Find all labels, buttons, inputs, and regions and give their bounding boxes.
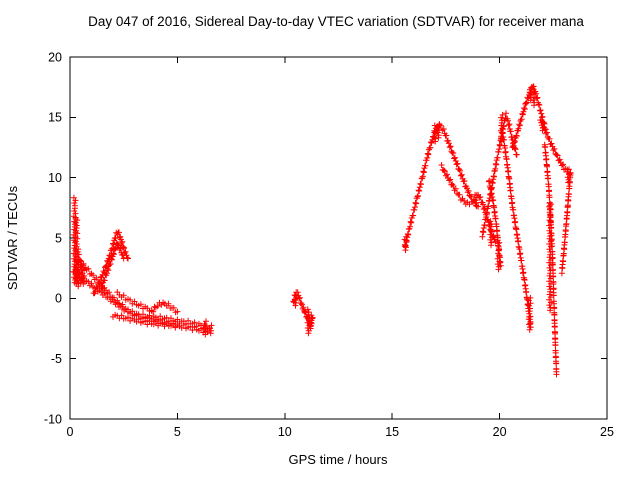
- y-tick-label: -5: [51, 352, 62, 366]
- x-tick-label: 0: [67, 425, 74, 439]
- x-tick-label: 5: [174, 425, 181, 439]
- x-axis-label: GPS time / hours: [289, 452, 388, 467]
- data-markers: [70, 83, 574, 378]
- plot-area: 0 5 10 15 20 25 -10 -5 0 5 10 15 20: [44, 50, 614, 439]
- x-tick-label: 10: [278, 425, 292, 439]
- y-tick-label: 0: [55, 292, 62, 306]
- x-tick-label: 20: [493, 425, 507, 439]
- y-tick-label: 20: [48, 50, 62, 64]
- y-tick-label: 15: [48, 111, 62, 125]
- y-tick-label: 10: [48, 171, 62, 185]
- chart-title: Day 047 of 2016, Sidereal Day-to-day VTE…: [88, 14, 584, 29]
- y-tick-label: -10: [44, 412, 62, 426]
- y-tick-label: 5: [55, 231, 62, 245]
- x-tick-label: 25: [600, 425, 614, 439]
- y-axis-label: SDTVAR / TECUs: [5, 185, 20, 290]
- x-tick-label: 15: [385, 425, 399, 439]
